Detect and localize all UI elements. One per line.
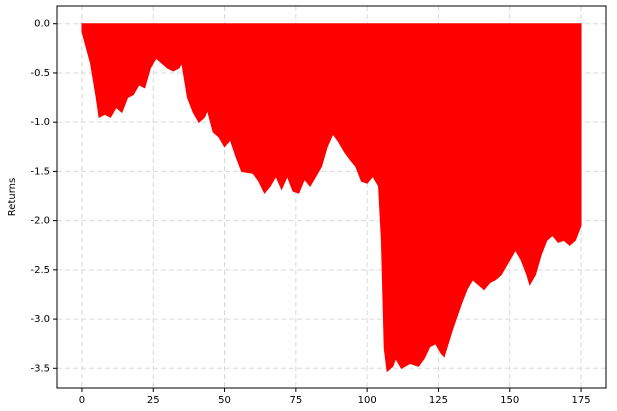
- plot-frame: [56, 5, 607, 389]
- x-tick-label: 100: [358, 395, 377, 406]
- y-tick-label: 0.0: [34, 19, 50, 30]
- y-tick-label: -1.5: [30, 166, 50, 177]
- y-tick-label: -1.0: [30, 117, 50, 128]
- x-tick-label: 0: [79, 395, 85, 406]
- y-tick-label: -2.0: [30, 216, 50, 227]
- x-tick-label: 150: [500, 395, 519, 406]
- y-tick-label: -2.5: [30, 265, 50, 276]
- y-tick-label: -0.5: [30, 68, 50, 79]
- y-tick-label: -3.0: [30, 314, 50, 325]
- area: [81, 23, 582, 373]
- x-tick-label: 25: [147, 395, 160, 406]
- x-tick-label: 175: [571, 395, 590, 406]
- x-tick-label: 75: [289, 395, 302, 406]
- y-axis-label: Returns: [7, 178, 18, 216]
- x-tick-label: 125: [429, 395, 448, 406]
- y-tick-label: -3.5: [30, 363, 50, 374]
- x-tick-label: 50: [218, 395, 231, 406]
